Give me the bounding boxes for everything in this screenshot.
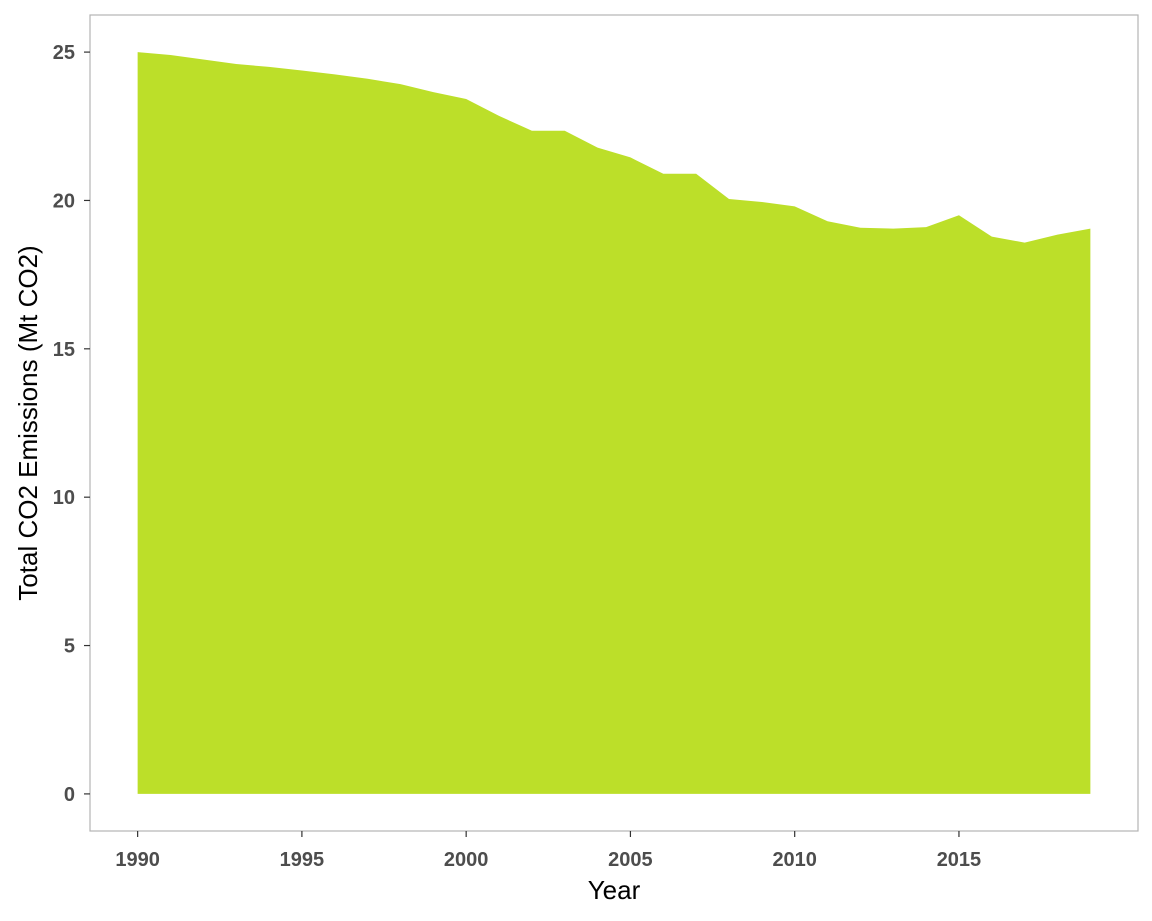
x-tick-label: 2010 [772, 849, 817, 871]
x-tick-label: 2005 [608, 849, 653, 871]
x-tick-label: 1990 [115, 849, 160, 871]
x-tick-label: 2015 [937, 849, 982, 871]
y-tick-label: 20 [53, 190, 75, 212]
y-axis-title: Total CO2 Emissions (Mt CO2) [13, 245, 43, 600]
y-axis: 0 5 10 15 20 25 [53, 42, 90, 806]
plot-area [137, 52, 1091, 794]
y-tick-label: 0 [64, 784, 75, 806]
panel-border [89, 14, 1139, 832]
x-axis-title: Year [588, 875, 641, 905]
y-tick-label: 25 [53, 42, 75, 64]
y-tick-label: 5 [64, 636, 75, 658]
area-series-0 [137, 52, 1091, 794]
x-axis: 1990 1995 2000 2005 2010 2015 [115, 831, 981, 871]
x-tick-label: 1995 [280, 849, 325, 871]
y-tick-label: 10 [53, 487, 75, 509]
x-tick-label: 2000 [444, 849, 489, 871]
y-tick-label: 15 [53, 339, 75, 361]
